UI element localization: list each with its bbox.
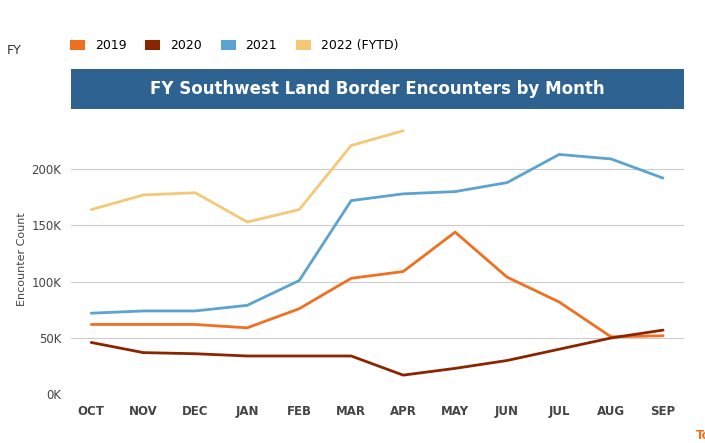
2022 (FYTD) bbox=[399, 128, 407, 133]
2022 (FYTD) bbox=[295, 207, 303, 212]
2021 bbox=[555, 152, 563, 157]
2022 (FYTD) bbox=[243, 219, 252, 225]
Legend: 2019, 2020, 2021, 2022 (FYTD): 2019, 2020, 2021, 2022 (FYTD) bbox=[70, 39, 398, 52]
2019 bbox=[87, 322, 95, 327]
2020 bbox=[555, 346, 563, 352]
2019 bbox=[607, 334, 615, 339]
2021 bbox=[347, 198, 355, 203]
2019 bbox=[451, 229, 460, 235]
2019 bbox=[243, 325, 252, 330]
2021 bbox=[243, 303, 252, 308]
2020 bbox=[243, 354, 252, 359]
2021 bbox=[191, 308, 200, 314]
Line: 2020: 2020 bbox=[91, 330, 663, 375]
2022 (FYTD) bbox=[139, 192, 147, 198]
2021 bbox=[295, 278, 303, 283]
2020 bbox=[451, 366, 460, 371]
Line: 2022 (FYTD): 2022 (FYTD) bbox=[91, 131, 403, 222]
2019 bbox=[659, 333, 668, 338]
2021 bbox=[659, 175, 668, 181]
Text: FY: FY bbox=[7, 44, 22, 58]
2020 bbox=[399, 373, 407, 378]
2021 bbox=[139, 308, 147, 314]
2019 bbox=[191, 322, 200, 327]
2019 bbox=[347, 276, 355, 281]
2021 bbox=[399, 191, 407, 197]
2022 (FYTD) bbox=[347, 143, 355, 148]
2019 bbox=[139, 322, 147, 327]
Y-axis label: Encounter Count: Encounter Count bbox=[18, 212, 27, 306]
2020 bbox=[607, 335, 615, 341]
2019 bbox=[295, 306, 303, 311]
2020 bbox=[295, 354, 303, 359]
2020 bbox=[139, 350, 147, 355]
2020 bbox=[347, 354, 355, 359]
2019 bbox=[399, 269, 407, 274]
2020 bbox=[87, 340, 95, 345]
2020 bbox=[659, 327, 668, 333]
Text: FY Southwest Land Border Encounters by Month: FY Southwest Land Border Encounters by M… bbox=[150, 80, 604, 97]
Line: 2019: 2019 bbox=[91, 232, 663, 337]
2021 bbox=[87, 311, 95, 316]
Line: 2021: 2021 bbox=[91, 155, 663, 313]
2021 bbox=[607, 156, 615, 162]
2019 bbox=[555, 299, 563, 305]
2019 bbox=[503, 275, 511, 280]
2021 bbox=[451, 189, 460, 194]
2021 bbox=[503, 180, 511, 185]
2020 bbox=[191, 351, 200, 356]
2020 bbox=[503, 358, 511, 363]
Text: Total: Total bbox=[696, 429, 705, 443]
2022 (FYTD) bbox=[191, 190, 200, 195]
2022 (FYTD) bbox=[87, 207, 95, 212]
